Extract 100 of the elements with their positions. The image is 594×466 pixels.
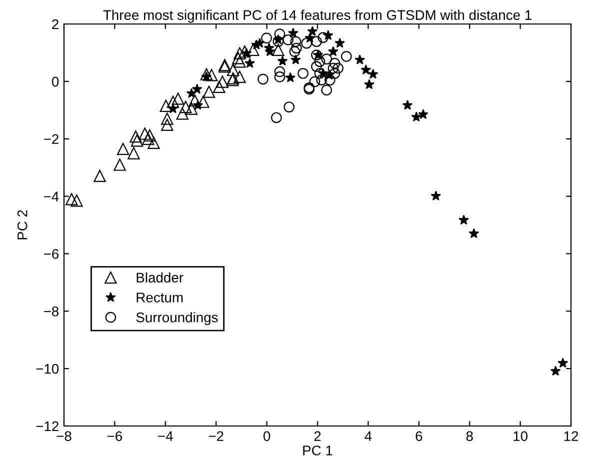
point bbox=[354, 54, 366, 64]
point bbox=[180, 100, 192, 114]
point bbox=[188, 94, 201, 106]
point bbox=[316, 74, 327, 86]
point bbox=[328, 46, 338, 56]
point bbox=[334, 38, 345, 48]
point bbox=[202, 86, 216, 98]
point bbox=[142, 132, 154, 145]
point bbox=[161, 112, 174, 125]
point bbox=[468, 228, 480, 238]
point bbox=[298, 68, 308, 79]
point bbox=[130, 134, 144, 147]
point bbox=[205, 69, 218, 82]
x-tick-label: 2 bbox=[314, 431, 321, 441]
point bbox=[318, 32, 328, 43]
point bbox=[329, 68, 340, 79]
point bbox=[328, 62, 339, 74]
y-tick-label: −10 bbox=[36, 364, 59, 374]
point bbox=[216, 76, 229, 88]
point bbox=[186, 88, 197, 98]
point bbox=[130, 130, 142, 143]
legend-label: Rectum bbox=[136, 292, 183, 302]
point bbox=[290, 54, 301, 64]
point bbox=[282, 34, 294, 46]
point bbox=[244, 58, 255, 68]
chart-title: Three most significant PC of 14 features from GTSDM with distance 1 bbox=[103, 10, 532, 23]
point bbox=[200, 68, 213, 80]
x-tick-label: 4 bbox=[364, 431, 372, 441]
point bbox=[232, 52, 244, 64]
point bbox=[166, 96, 180, 108]
legend-label: Surroundings bbox=[136, 312, 218, 326]
point bbox=[274, 66, 286, 78]
point bbox=[301, 38, 312, 49]
point bbox=[272, 36, 284, 47]
point bbox=[192, 100, 204, 110]
x-tick-label: 12 bbox=[564, 431, 578, 441]
x-tick-label: −2 bbox=[208, 431, 224, 441]
point bbox=[185, 102, 198, 115]
point bbox=[172, 92, 184, 105]
x-axis-title: PC 1 bbox=[303, 446, 332, 456]
legend-label: Bladder bbox=[136, 272, 184, 283]
point bbox=[128, 147, 140, 160]
y-tick-label: −8 bbox=[44, 306, 59, 316]
point bbox=[402, 100, 413, 110]
y-tick-label: 2 bbox=[52, 19, 58, 30]
point bbox=[234, 56, 246, 68]
point bbox=[213, 80, 226, 93]
point bbox=[314, 68, 326, 79]
point bbox=[241, 48, 252, 58]
point bbox=[311, 36, 322, 47]
y-tick-label: −6 bbox=[44, 249, 59, 259]
x-tick-label: 8 bbox=[466, 431, 473, 442]
point bbox=[176, 107, 188, 120]
point bbox=[148, 136, 160, 149]
point bbox=[309, 76, 320, 88]
point bbox=[272, 44, 284, 56]
point bbox=[277, 56, 288, 66]
point bbox=[314, 56, 326, 68]
point bbox=[258, 74, 268, 85]
point bbox=[65, 193, 78, 206]
point bbox=[430, 190, 442, 200]
y-tick-label: 0 bbox=[52, 76, 59, 87]
y-tick-label: −4 bbox=[44, 192, 59, 202]
point bbox=[226, 64, 240, 76]
point bbox=[284, 102, 295, 112]
point bbox=[458, 214, 469, 225]
point bbox=[290, 36, 302, 47]
point bbox=[168, 103, 178, 114]
y-axis-title: PC 2 bbox=[17, 210, 28, 240]
point bbox=[234, 70, 246, 83]
point bbox=[550, 366, 561, 376]
y-tick-label: −12 bbox=[36, 421, 58, 432]
point bbox=[201, 71, 212, 82]
point bbox=[94, 170, 106, 182]
point bbox=[238, 45, 251, 58]
x-tick-label: −6 bbox=[107, 431, 122, 442]
point bbox=[291, 42, 302, 54]
point bbox=[264, 42, 274, 53]
point bbox=[161, 118, 174, 131]
point bbox=[364, 79, 374, 90]
point bbox=[321, 84, 332, 96]
point bbox=[289, 46, 300, 57]
point bbox=[160, 100, 172, 112]
point bbox=[274, 71, 286, 82]
point bbox=[261, 32, 272, 44]
point bbox=[144, 129, 156, 142]
x-tick-label: −4 bbox=[158, 431, 173, 441]
point bbox=[360, 64, 372, 74]
point bbox=[321, 54, 332, 64]
point bbox=[234, 47, 246, 60]
point bbox=[254, 38, 265, 48]
point bbox=[418, 109, 428, 119]
point bbox=[558, 358, 568, 368]
point bbox=[329, 58, 340, 69]
point bbox=[285, 72, 296, 82]
x-tick-label: 10 bbox=[514, 431, 528, 442]
point bbox=[70, 194, 83, 207]
point bbox=[411, 112, 422, 122]
point bbox=[138, 128, 151, 140]
point bbox=[340, 51, 352, 62]
